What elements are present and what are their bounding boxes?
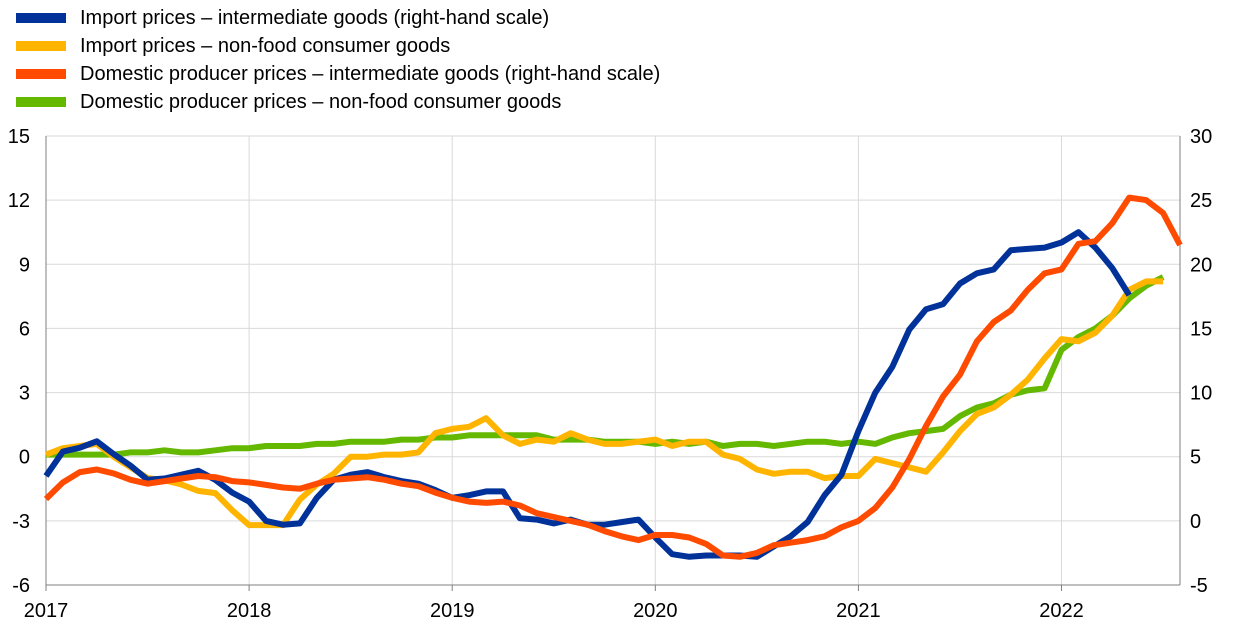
x-tick-label: 2019 <box>430 600 475 622</box>
y-left-tick-label: 12 <box>8 190 30 212</box>
grid-lines <box>46 135 1180 586</box>
y-left-tick-label: 6 <box>19 318 30 340</box>
chart-legend: Import prices – intermediate goods (righ… <box>16 4 660 116</box>
legend-swatch-import-nonfood <box>16 41 66 51</box>
x-tick-label: 2017 <box>24 600 69 622</box>
y-left-tick-label: 9 <box>19 254 30 276</box>
series-line-domestic-nonfood <box>46 274 1165 458</box>
y-right-tick-label: 15 <box>1190 318 1212 340</box>
y-right-tick-label: 30 <box>1190 126 1212 148</box>
legend-item-domestic-intermediate: Domestic producer prices – intermediate … <box>16 60 660 88</box>
x-tick-label: 2018 <box>227 600 272 622</box>
legend-item-import-nonfood: Import prices – non-food consumer goods <box>16 32 660 60</box>
legend-label-import-intermediate: Import prices – intermediate goods (righ… <box>80 6 550 29</box>
legend-label-domestic-nonfood: Domestic producer prices – non-food cons… <box>80 90 562 113</box>
series-line-import-intermediate <box>43 229 1132 560</box>
legend-item-import-intermediate: Import prices – intermediate goods (righ… <box>16 4 660 32</box>
legend-label-domestic-intermediate: Domestic producer prices – intermediate … <box>80 62 661 85</box>
x-tick-label: 2021 <box>836 600 881 622</box>
y-left-tick-label: 3 <box>19 383 30 405</box>
y-right-tick-label: 5 <box>1190 447 1201 469</box>
x-tick-label: 2022 <box>1039 600 1084 622</box>
tick-labels: -6 -3 0 3 6 9 12 15 -5 0 5 10 15 20 25 30 2017 2018 2019 20… <box>8 126 1213 622</box>
legend-label-import-nonfood: Import prices – non-food consumer goods <box>80 34 451 57</box>
legend-swatch-import-intermediate <box>16 13 66 23</box>
y-left-tick-label: 15 <box>8 126 30 148</box>
y-right-tick-label: -5 <box>1190 575 1208 597</box>
series-line-import-nonfood <box>44 278 1164 529</box>
y-right-tick-label: 0 <box>1190 511 1201 533</box>
legend-swatch-domestic-nonfood <box>16 97 66 107</box>
y-left-tick-label: -3 <box>12 511 30 533</box>
y-left-tick-label: -6 <box>12 575 30 597</box>
y-right-tick-label: 10 <box>1190 383 1212 405</box>
x-tick-label: 2020 <box>633 600 678 622</box>
legend-item-domestic-nonfood: Domestic producer prices – non-food cons… <box>16 88 660 116</box>
y-right-tick-label: 25 <box>1190 190 1212 212</box>
y-right-tick-label: 20 <box>1190 254 1212 276</box>
legend-swatch-domestic-intermediate <box>16 69 66 79</box>
series-line-domestic-intermediate <box>43 194 1183 560</box>
axes <box>45 136 1181 591</box>
y-left-tick-label: 0 <box>19 447 30 469</box>
series-lines <box>43 194 1183 560</box>
